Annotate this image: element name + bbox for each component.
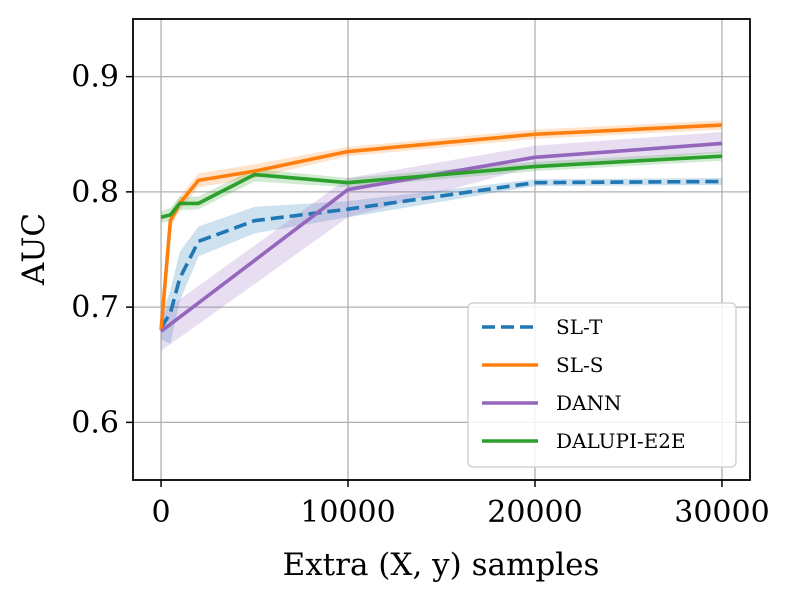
x-tick-label: 10000 bbox=[300, 495, 395, 530]
y-tick-label: 0.6 bbox=[71, 405, 119, 440]
grid bbox=[133, 19, 750, 480]
line-dalupi-e2e bbox=[160, 154, 723, 219]
line-sl-t bbox=[159, 179, 722, 329]
y-axis-label: AUC bbox=[16, 213, 52, 286]
tick-labels: 0 10000 20000 30000 0.6 0.7 0.8 0.9 bbox=[71, 60, 769, 530]
band-sl-t bbox=[161, 178, 722, 345]
y-tick-label: 0.7 bbox=[71, 290, 119, 325]
legend: SL-T SL-S DANN DALUPI-E2E bbox=[467, 302, 737, 468]
y-tick-label: 0.8 bbox=[71, 175, 119, 210]
y-tick-label: 0.9 bbox=[71, 60, 119, 95]
plot-frame bbox=[132, 18, 751, 481]
line-sl-s bbox=[159, 123, 723, 331]
legend-label-sl-s: SL-S bbox=[556, 353, 603, 377]
axis-ticks bbox=[126, 75, 723, 487]
legend-label-sl-t: SL-T bbox=[556, 315, 603, 339]
legend-box bbox=[467, 302, 737, 468]
x-tick-label: 30000 bbox=[674, 495, 769, 530]
x-axis-label: Extra (X, y) samples bbox=[283, 547, 600, 583]
x-tick-label: 0 bbox=[151, 495, 170, 530]
legend-label-dann: DANN bbox=[556, 391, 621, 415]
x-tick-label: 20000 bbox=[487, 495, 582, 530]
legend-label-dalupi-e2e: DALUPI-E2E bbox=[556, 429, 686, 453]
series-lines bbox=[159, 123, 723, 333]
